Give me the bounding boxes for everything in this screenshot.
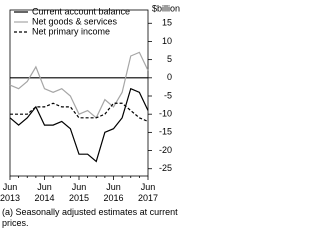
y-tick-label: -15 [159,127,172,137]
y-tick-label: 5 [167,54,172,64]
legend-label: Net primary income [32,26,110,36]
x-tick-label: Jun 2014 [34,182,54,203]
y-tick-label: -5 [164,90,172,100]
x-tick-label: Jun 2015 [69,182,89,203]
y-tick-label: 15 [162,18,172,28]
x-tick-label: Jun 2017 [138,182,158,203]
x-tick-label: Jun 2016 [103,182,123,203]
series-line [9,87,149,163]
series-line [9,51,149,119]
y-tick-label: -10 [159,109,172,119]
y-axis-label: $billion [152,3,180,13]
chart: $billion 15 10 5 0 -5 -10 -15 -20 -25 Jun 2013 Jun 2… [0,3,180,228]
legend-label: Current account balance [32,6,130,16]
y-tick-label: 0 [167,72,172,82]
y-tick-label: 10 [162,36,172,46]
y-tick-label: -25 [159,163,172,173]
legend-label: Net goods & services [32,16,118,26]
y-tick-label: -20 [159,145,172,155]
x-tick-label: Jun 2013 [0,182,20,203]
series-line [10,102,149,123]
footnote: (a) Seasonally adjusted estimates at cur… [2,207,178,228]
